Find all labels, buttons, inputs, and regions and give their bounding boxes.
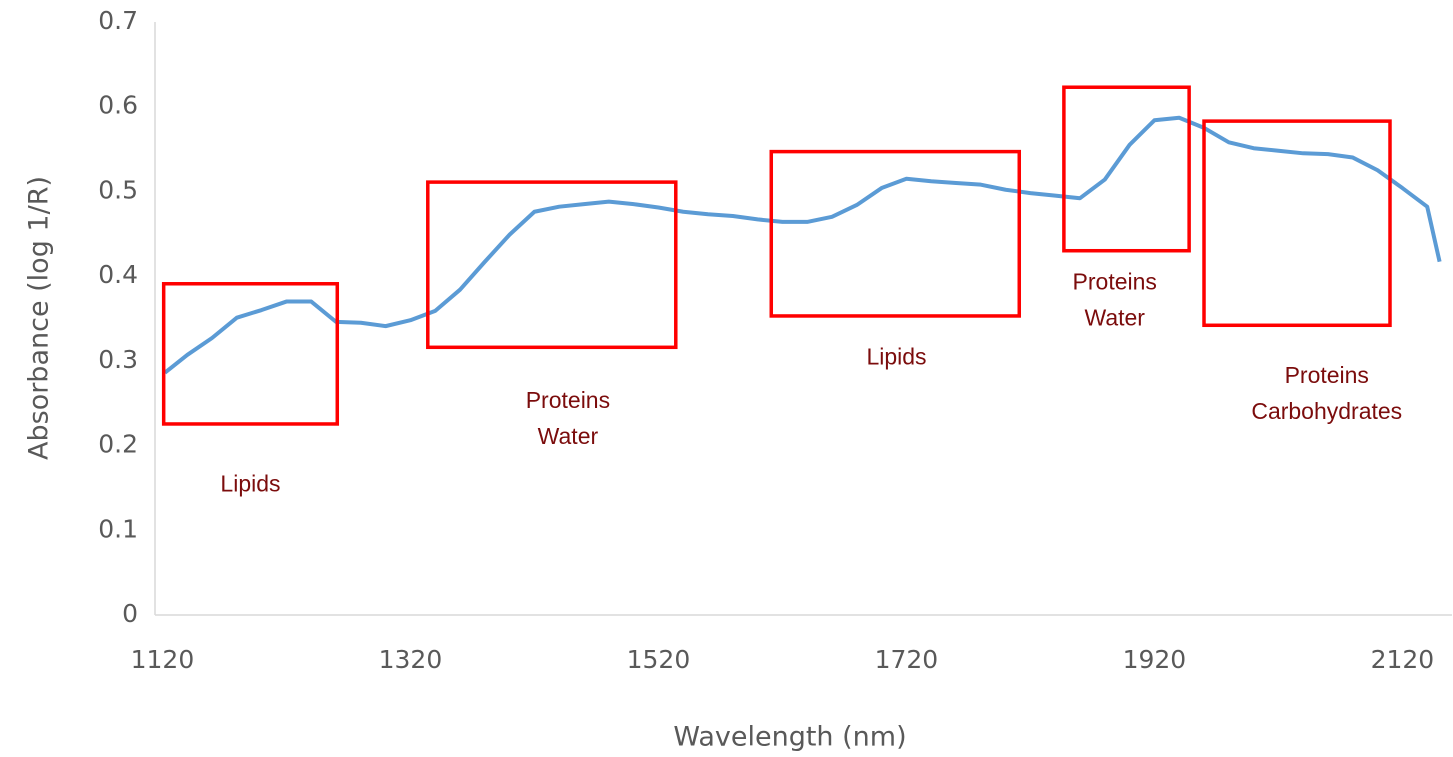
annotation-label: Lipids bbox=[220, 470, 280, 496]
annotation-label: Proteins bbox=[1073, 269, 1157, 295]
annotation-box bbox=[426, 180, 678, 350]
x-tick-label: 1920 bbox=[1123, 645, 1187, 674]
annotation-box bbox=[161, 282, 340, 426]
annotation-label: Proteins bbox=[526, 387, 610, 413]
y-axis-title: Absorbance (log 1/R) bbox=[24, 176, 55, 460]
annotation-box bbox=[1062, 85, 1191, 253]
y-tick-label: 0.3 bbox=[98, 345, 138, 374]
x-tick-label: 1720 bbox=[875, 645, 939, 674]
data-line bbox=[163, 115, 1442, 375]
x-tick-label: 2120 bbox=[1371, 645, 1435, 674]
annotation-box bbox=[769, 149, 1022, 318]
x-axis-title: Wavelength (nm) bbox=[673, 722, 906, 753]
y-tick-label: 0.6 bbox=[98, 91, 138, 120]
y-tick-label: 0.7 bbox=[98, 6, 138, 35]
y-tick-label: 0.5 bbox=[98, 175, 138, 204]
annotation-label: Water bbox=[1084, 305, 1145, 331]
y-tick-label: 0.4 bbox=[98, 260, 138, 289]
annotation-label: Carbohydrates bbox=[1251, 398, 1402, 424]
y-tick-label: 0.1 bbox=[98, 514, 138, 543]
annotation-box bbox=[1202, 119, 1392, 328]
annotation-label: Lipids bbox=[866, 343, 926, 369]
annotation-label: Proteins bbox=[1285, 362, 1369, 388]
x-tick-label: 1320 bbox=[379, 645, 443, 674]
x-tick-label: 1120 bbox=[131, 645, 195, 674]
y-tick-label: 0.2 bbox=[98, 430, 138, 459]
y-tick-label: 0 bbox=[122, 599, 138, 628]
x-tick-label: 1520 bbox=[627, 645, 691, 674]
annotation-label: Water bbox=[538, 423, 599, 449]
